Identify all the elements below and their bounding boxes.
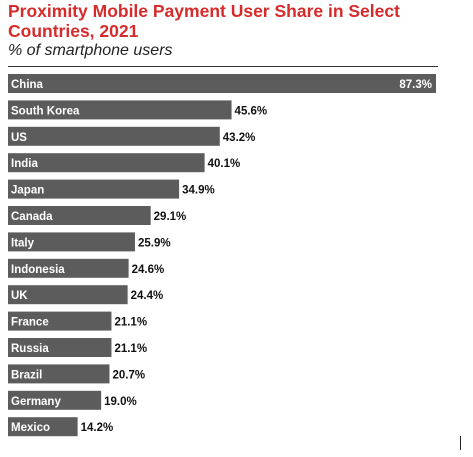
value-label-germany: 19.0%	[104, 396, 137, 408]
category-label-canada: Canada	[11, 211, 53, 223]
bar-south-korea	[8, 100, 232, 120]
text-cursor-mark	[460, 436, 461, 450]
value-label-uk: 24.4%	[131, 290, 164, 302]
chart-subtitle: % of smartphone users	[8, 42, 173, 59]
value-label-india: 40.1%	[208, 158, 241, 170]
bar-china	[8, 74, 436, 93]
value-label-china: 87.3%	[399, 79, 432, 91]
chart-title: Proximity Mobile Payment User Share in S…	[8, 1, 400, 41]
bar-row-mexico: Mexico 14.2%	[8, 417, 114, 437]
bar-indonesia	[8, 258, 129, 278]
bar-france	[8, 311, 112, 331]
category-label-uk: UK	[11, 290, 28, 302]
bar-india	[8, 153, 205, 173]
bar-row-canada: Canada 29.1%	[8, 206, 186, 225]
category-label-japan: Japan	[11, 185, 44, 197]
category-label-italy: Italy	[11, 237, 35, 249]
bar-canada	[8, 206, 151, 225]
category-label-germany: Germany	[11, 396, 61, 408]
bar-row-japan: Japan 34.9%	[8, 179, 215, 199]
bar-row-france: France 21.1%	[8, 311, 147, 331]
bar-mexico	[8, 417, 78, 437]
category-label-indonesia: Indonesia	[11, 264, 65, 276]
value-label-indonesia: 24.6%	[132, 264, 165, 276]
bar-us	[8, 126, 220, 146]
bar-row-south-korea: South Korea 45.6%	[8, 100, 268, 120]
bar-row-us: US 43.2%	[8, 126, 256, 146]
value-label-south-korea: 45.6%	[235, 105, 268, 117]
category-label-mexico: Mexico	[11, 422, 50, 434]
bar-row-italy: Italy 25.9%	[8, 232, 171, 252]
category-label-china: China	[11, 79, 44, 91]
bar-italy	[8, 232, 135, 252]
value-label-japan: 34.9%	[182, 185, 215, 197]
value-label-brazil: 20.7%	[112, 369, 145, 381]
bar-japan	[8, 179, 180, 199]
bar-germany	[8, 390, 102, 410]
bar-brazil	[8, 364, 110, 384]
value-label-france: 21.1%	[114, 317, 147, 329]
bar-row-russia: Russia 21.1%	[8, 338, 147, 357]
value-label-canada: 29.1%	[154, 211, 187, 223]
title-divider	[8, 66, 438, 67]
category-label-south-korea: South Korea	[11, 105, 80, 117]
value-label-italy: 25.9%	[138, 237, 171, 249]
bar-russia	[8, 338, 112, 357]
category-label-brazil: Brazil	[11, 369, 42, 381]
bar-row-india: India 40.1%	[8, 153, 241, 173]
category-label-france: France	[11, 317, 49, 329]
category-label-us: US	[11, 132, 27, 144]
value-label-russia: 21.1%	[114, 343, 147, 355]
value-label-mexico: 14.2%	[81, 422, 114, 434]
bar-row-germany: Germany 19.0%	[8, 390, 137, 410]
bar-row-indonesia: Indonesia 24.6%	[8, 258, 165, 278]
bar-row-brazil: Brazil 20.7%	[8, 364, 145, 384]
bar-row-uk: UK 24.4%	[8, 285, 164, 305]
bar-row-china: China 87.3%	[8, 74, 436, 93]
category-label-india: India	[11, 158, 38, 170]
category-label-russia: Russia	[11, 343, 49, 355]
value-label-us: 43.2%	[223, 132, 256, 144]
bar-uk	[8, 285, 128, 305]
